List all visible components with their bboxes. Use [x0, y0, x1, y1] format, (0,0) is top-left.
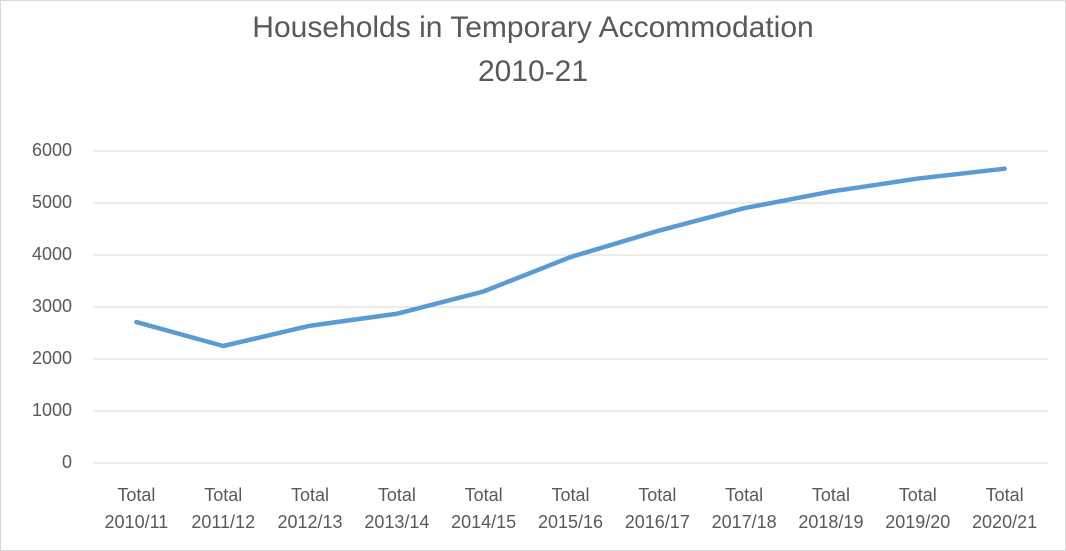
x-tick-label: Total 2012/13 — [277, 485, 343, 532]
x-tick-label: Total 2011/12 — [191, 485, 256, 532]
y-tick-label: 2000 — [32, 348, 72, 368]
x-tick-label: Total 2014/15 — [451, 485, 517, 532]
y-tick-label: 5000 — [32, 192, 72, 212]
x-tick-label: Total 2013/14 — [364, 485, 430, 532]
y-tick-label: 3000 — [32, 296, 72, 316]
y-tick-label: 0 — [62, 452, 72, 472]
y-tick-label: 4000 — [32, 244, 72, 264]
x-tick-label: Total 2015/16 — [537, 485, 604, 532]
x-tick-label: Total 2018/19 — [798, 485, 864, 532]
x-tick-label: Total 2010/11 — [104, 485, 169, 532]
x-tick-label: Total 2020/21 — [972, 485, 1038, 532]
x-tick-label: Total 2019/20 — [885, 485, 951, 532]
y-tick-label: 6000 — [32, 140, 72, 160]
chart-title: Households in Temporary Accommodation 20… — [252, 11, 814, 88]
x-tick-label: Total 2016/17 — [624, 485, 690, 532]
y-tick-label: 1000 — [32, 400, 72, 420]
x-tick-label: Total 2017/18 — [711, 485, 777, 532]
line-series — [134, 166, 1007, 349]
